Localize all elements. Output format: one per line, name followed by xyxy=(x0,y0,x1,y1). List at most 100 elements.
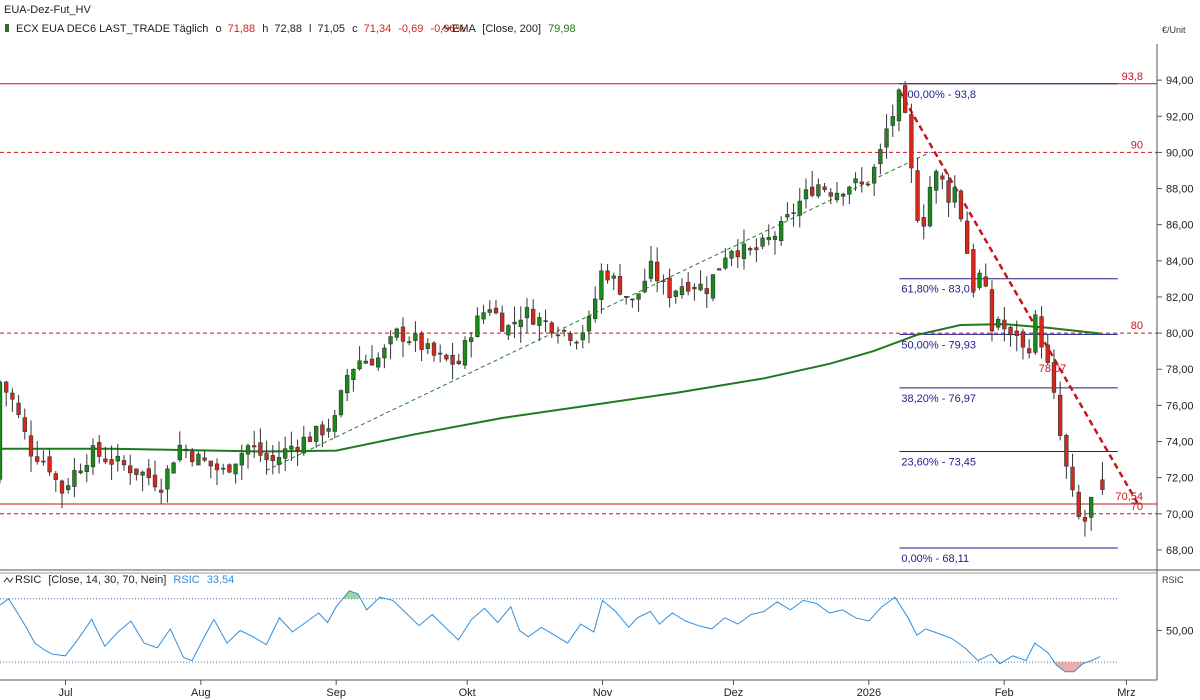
candle-body xyxy=(940,175,945,180)
candle xyxy=(878,143,883,175)
candle-body xyxy=(710,274,716,299)
candle xyxy=(673,289,678,304)
candle xyxy=(388,330,393,360)
candle-body xyxy=(506,325,511,336)
candle xyxy=(190,447,195,467)
candle-body xyxy=(103,458,108,463)
candle-body xyxy=(1014,330,1019,336)
candle xyxy=(140,470,145,492)
candle-body xyxy=(152,474,158,488)
candle xyxy=(710,274,716,302)
time-axis-label: Sep xyxy=(326,687,346,699)
candle xyxy=(506,324,511,341)
candle-body xyxy=(760,237,765,247)
candle xyxy=(475,307,480,338)
candle-body xyxy=(301,436,306,454)
candle xyxy=(469,332,474,358)
candle-body xyxy=(109,459,114,465)
candle-body xyxy=(1076,491,1081,517)
candle-body xyxy=(518,319,523,327)
candle-body xyxy=(1100,479,1105,490)
candle-body xyxy=(859,181,864,185)
candle xyxy=(214,458,220,486)
candle xyxy=(413,321,418,353)
candle-body xyxy=(605,270,610,281)
candle xyxy=(1064,433,1069,479)
rsi-unit-label: RSIC xyxy=(1162,575,1184,585)
candle xyxy=(847,185,852,205)
candle-body xyxy=(512,321,517,325)
candle-body xyxy=(586,316,592,332)
ema-value: 79,98 xyxy=(548,23,576,35)
price-axis-label: 84,00 xyxy=(1166,256,1194,268)
candle xyxy=(1002,307,1007,342)
candle xyxy=(741,229,747,270)
candle-body xyxy=(1033,314,1038,353)
candle xyxy=(803,178,809,209)
candle xyxy=(270,445,275,475)
candle xyxy=(580,325,585,349)
candle xyxy=(1076,484,1081,520)
candle-body xyxy=(617,276,623,295)
candle-body xyxy=(543,320,548,322)
candle xyxy=(872,163,877,197)
fibonacci-levels: 100,00% - 93,8 61,80% - 83,01 50,00% - 79,… xyxy=(899,83,1118,565)
candle xyxy=(1058,381,1063,441)
candle-body xyxy=(239,453,244,466)
candle-body xyxy=(84,464,89,472)
candle-body xyxy=(1070,466,1075,491)
resistance-trendline xyxy=(898,90,1141,508)
candle xyxy=(134,468,139,481)
price-axis-label: 86,00 xyxy=(1166,220,1194,232)
candle-body xyxy=(828,192,833,197)
candle xyxy=(382,344,387,369)
candle-body xyxy=(90,445,96,468)
price-axis-label: 70,00 xyxy=(1166,509,1194,521)
candle-body xyxy=(717,268,722,271)
rsi-params: [Close, 14, 30, 70, Nein] xyxy=(48,574,166,586)
candle-body xyxy=(630,298,635,301)
chart-title: EUA-Dez-Fut_HV xyxy=(4,4,91,16)
candle-body xyxy=(754,247,759,251)
candle xyxy=(785,202,790,221)
candle-body xyxy=(276,457,282,465)
candle-body xyxy=(500,312,505,332)
candle xyxy=(704,276,709,308)
candle xyxy=(1070,453,1075,497)
price-axis-label: 88,00 xyxy=(1166,184,1194,196)
candle xyxy=(462,336,468,370)
candle xyxy=(841,192,846,206)
candle-body xyxy=(159,489,164,493)
candle xyxy=(723,248,728,271)
candle-body xyxy=(847,186,852,195)
candle xyxy=(165,465,170,503)
candle xyxy=(748,246,753,256)
fib-level-label: 23,60% - 73,45 xyxy=(901,456,976,468)
price-axis-label: 90,00 xyxy=(1166,147,1194,159)
candle xyxy=(301,426,306,456)
price-axis-label: 76,00 xyxy=(1166,400,1194,412)
candle-body xyxy=(698,283,703,291)
candle xyxy=(574,340,579,350)
candle-body xyxy=(146,468,151,478)
candle xyxy=(779,216,784,246)
candle xyxy=(0,380,3,484)
candle xyxy=(971,243,976,298)
candle-body xyxy=(1039,316,1044,348)
candle-body xyxy=(934,171,939,191)
candle xyxy=(202,451,207,463)
candle xyxy=(537,312,542,341)
candle xyxy=(940,172,945,190)
candle-body xyxy=(407,341,412,344)
candle xyxy=(258,428,263,463)
candle-body xyxy=(202,457,207,461)
candle-body xyxy=(921,217,926,227)
candle-body xyxy=(41,460,46,463)
candle-body xyxy=(469,337,474,342)
candle-body xyxy=(673,290,678,297)
candle-body xyxy=(642,280,647,293)
candle xyxy=(438,344,443,363)
time-axis-label: Aug xyxy=(191,687,211,699)
candle xyxy=(611,272,616,291)
candle-body xyxy=(996,318,1001,328)
